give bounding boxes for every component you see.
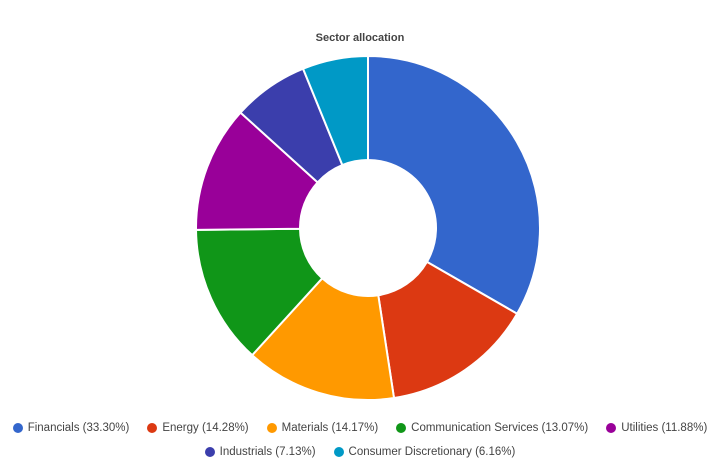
legend-marker-icon: [147, 423, 158, 433]
legend-item-materials[interactable]: Materials (14.17%): [266, 422, 379, 434]
legend-label: Financials (33.30%): [27, 422, 130, 434]
legend-label: Utilities (11.88%): [621, 422, 708, 434]
legend-marker-icon: [204, 447, 215, 457]
legend-label: Consumer Discretionary (6.16%): [348, 446, 516, 458]
legend-item-communication-services[interactable]: Communication Services (13.07%): [396, 422, 588, 434]
slice-materials[interactable]: [250, 276, 396, 401]
legend-item-consumer-discretionary[interactable]: Consumer Discretionary (6.16%): [333, 446, 516, 458]
legend-row: Industrials (7.13%) Consumer Discretionar…: [0, 446, 720, 458]
legend-label: Energy (14.28%): [162, 422, 249, 434]
donut-chart: [194, 54, 541, 401]
slice-financials[interactable]: [367, 54, 541, 316]
legend-item-utilities[interactable]: Utilities (11.88%): [606, 422, 707, 434]
slice-consumer-discretionary[interactable]: [301, 54, 369, 167]
legend-label: Communication Services (13.07%): [411, 422, 589, 434]
legend-label: Industrials (7.13%): [219, 446, 316, 458]
chart-title: Sector allocation: [315, 32, 405, 44]
legend-marker-icon: [396, 423, 407, 433]
legend-marker-icon: [333, 447, 344, 457]
legend-item-industrials[interactable]: Industrials (7.13%): [204, 446, 316, 458]
legend-marker-icon: [12, 423, 23, 433]
slice-energy[interactable]: [377, 260, 519, 400]
legend-label: Materials (14.17%): [281, 422, 379, 434]
legend-item-energy[interactable]: Energy (14.28%): [147, 422, 249, 434]
legend-marker-icon: [606, 423, 617, 433]
legend-marker-icon: [266, 423, 277, 433]
legend-row: Financials (33.30%) Energy (14.28%) Materi…: [0, 422, 720, 434]
legend-item-financials[interactable]: Financials (33.30%): [12, 422, 130, 434]
